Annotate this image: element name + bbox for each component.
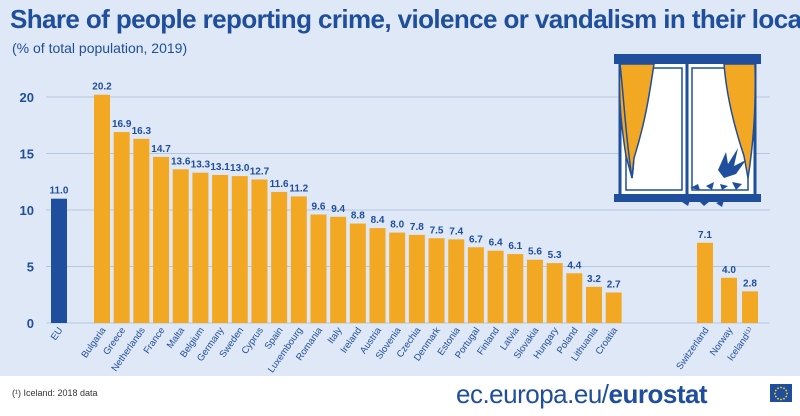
value-label: 2.7 [607,279,621,290]
y-tick-label: 10 [20,203,34,218]
bar-poland [566,273,583,323]
source-brand: eurostat [608,379,708,409]
window-with-broken-glass-icon [614,54,761,207]
value-label: 7.1 [698,230,712,241]
bar-cyprus [251,179,268,323]
bar-ireland [349,223,366,323]
value-label: 13.3 [191,160,211,171]
value-label: 3.2 [587,274,601,285]
bar-malta [172,169,189,323]
source-prefix: ec.europa.eu/ [456,379,609,409]
bar-netherlands [133,138,150,323]
value-label: 7.4 [449,226,463,237]
value-label: 11.6 [270,179,289,190]
bar-slovakia [526,259,543,323]
y-tick-label: 20 [20,90,34,105]
bar-lithuania [586,286,602,323]
bar-austria [369,228,386,323]
bar-luxembourg [290,196,307,323]
value-label: 8.0 [390,220,404,231]
bar-spain [271,191,288,323]
value-label: 5.3 [548,250,562,261]
category-label: France [142,325,168,356]
bar-greece [113,132,130,323]
value-label: 6.4 [489,238,503,249]
value-label: 9.6 [312,202,326,213]
category-label: Bulgaria [79,325,108,360]
bar-estonia [448,239,465,323]
value-label: 16.3 [132,126,152,137]
bar-norway [721,277,737,323]
footer: (¹) Iceland: 2018 data ec.europa.eu/euro… [0,376,800,416]
value-label: 4.4 [567,260,581,271]
value-label: 16.9 [112,119,132,130]
bar-germany [212,174,229,323]
source-link[interactable]: ec.europa.eu/eurostat [456,379,708,410]
bar-france [153,156,170,323]
category-label: EU [49,325,66,342]
value-label: 13.6 [171,156,191,167]
bar-layer [51,94,758,324]
category-label: Croatia [594,325,621,357]
value-label: 13.0 [230,163,250,174]
chart-subtitle: (% of total population, 2019) [12,40,188,56]
bar-iceland [742,291,758,323]
y-tick-label: 15 [20,147,34,162]
bar-eu [51,198,67,323]
value-label: 5.6 [528,247,542,258]
bar-latvia [507,254,524,323]
category-label: Switzerland [674,325,711,372]
value-label: 8.4 [371,215,385,226]
value-label: 9.4 [331,204,345,215]
value-label: 11.2 [289,183,308,194]
bar-belgium [192,172,209,323]
bar-czechia [408,234,425,323]
value-label: 2.8 [743,278,757,289]
value-label: 11.0 [50,186,69,197]
chart-title: Share of people reporting crime, violenc… [10,4,800,34]
bar-switzerland [697,242,713,323]
y-tick-label: 5 [27,260,34,275]
footnote: (¹) Iceland: 2018 data [12,388,98,398]
value-label: 6.1 [508,241,522,252]
value-label: 13.1 [210,162,230,173]
value-label: 7.8 [410,222,424,233]
bar-denmark [428,238,445,323]
bar-finland [487,250,504,323]
bar-bulgaria [94,94,110,324]
eu-flag-icon [770,384,792,402]
value-label: 7.5 [430,225,444,236]
value-label: 20.2 [92,82,112,93]
bar-italy [330,216,347,323]
y-tick-label: 0 [27,316,34,331]
value-label: 12.7 [250,166,270,177]
bar-romania [310,214,327,323]
value-label: 14.7 [151,144,171,155]
value-label: 4.0 [722,265,736,276]
bar-portugal [467,247,484,323]
bar-sweden [231,176,248,323]
bar-croatia [605,292,622,323]
bar-hungary [546,263,563,323]
value-label: 6.7 [469,234,483,245]
value-label: 8.8 [351,211,365,222]
bar-slovenia [389,232,406,323]
